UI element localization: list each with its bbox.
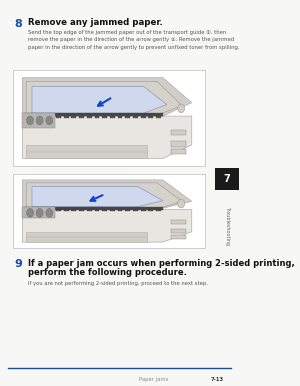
Bar bbox=[64, 116, 68, 119]
Circle shape bbox=[178, 104, 184, 113]
Text: Send the top edge of the jammed paper out of the transport guide ①, then: Send the top edge of the jammed paper ou… bbox=[28, 30, 226, 35]
Bar bbox=[25, 116, 30, 119]
Circle shape bbox=[27, 116, 34, 125]
Bar bbox=[48, 210, 53, 212]
Circle shape bbox=[27, 208, 34, 217]
Bar bbox=[79, 210, 84, 212]
Bar bbox=[148, 210, 153, 212]
Bar bbox=[133, 116, 138, 119]
Bar bbox=[71, 116, 76, 119]
Bar bbox=[33, 116, 38, 119]
Bar bbox=[215, 168, 238, 190]
Bar bbox=[56, 210, 61, 212]
Bar bbox=[87, 210, 92, 212]
Polygon shape bbox=[22, 116, 192, 158]
Text: Remove any jammed paper.: Remove any jammed paper. bbox=[28, 18, 163, 27]
Circle shape bbox=[46, 208, 53, 217]
Bar bbox=[13, 174, 205, 248]
Text: Troubleshooting: Troubleshooting bbox=[225, 207, 230, 245]
Bar bbox=[87, 116, 92, 119]
Bar bbox=[141, 116, 146, 119]
Polygon shape bbox=[26, 232, 148, 242]
Bar bbox=[125, 116, 130, 119]
Polygon shape bbox=[32, 186, 163, 207]
Polygon shape bbox=[26, 183, 182, 209]
Bar bbox=[171, 235, 186, 239]
Circle shape bbox=[36, 208, 43, 217]
Text: 7: 7 bbox=[223, 174, 230, 184]
Text: 8: 8 bbox=[14, 19, 22, 29]
Bar bbox=[102, 116, 107, 119]
Bar bbox=[79, 116, 84, 119]
Bar bbox=[110, 210, 115, 212]
Bar bbox=[118, 116, 122, 119]
Polygon shape bbox=[22, 210, 192, 242]
Bar bbox=[110, 116, 115, 119]
Bar bbox=[94, 116, 99, 119]
Bar bbox=[118, 210, 122, 212]
Polygon shape bbox=[22, 78, 192, 116]
Polygon shape bbox=[26, 81, 182, 115]
Bar bbox=[33, 210, 38, 212]
Bar bbox=[171, 130, 186, 135]
Bar bbox=[171, 220, 186, 224]
Bar bbox=[156, 210, 161, 212]
Bar bbox=[56, 116, 61, 119]
Bar bbox=[141, 210, 146, 212]
Bar bbox=[24, 207, 163, 210]
Text: paper in the direction of the arrow gently to prevent unfixed toner from spillin: paper in the direction of the arrow gent… bbox=[28, 45, 239, 50]
Circle shape bbox=[36, 116, 43, 125]
Bar bbox=[125, 210, 130, 212]
Bar bbox=[171, 229, 186, 233]
Bar bbox=[40, 210, 46, 212]
Bar bbox=[40, 116, 46, 119]
Bar bbox=[71, 210, 76, 212]
Bar bbox=[24, 113, 163, 116]
Polygon shape bbox=[32, 86, 167, 113]
Bar bbox=[25, 210, 30, 212]
Bar bbox=[102, 210, 107, 212]
Bar bbox=[48, 116, 53, 119]
Text: If you are not performing 2-sided printing, proceed to the next step.: If you are not performing 2-sided printi… bbox=[28, 281, 208, 286]
Bar bbox=[13, 70, 205, 166]
Polygon shape bbox=[22, 180, 192, 210]
Text: remove the paper in the direction of the arrow gently ②. Remove the jammed: remove the paper in the direction of the… bbox=[28, 37, 234, 42]
Circle shape bbox=[46, 116, 53, 125]
Bar bbox=[64, 210, 68, 212]
Polygon shape bbox=[26, 145, 148, 158]
Bar bbox=[133, 210, 138, 212]
Bar bbox=[94, 210, 99, 212]
Text: 7-13: 7-13 bbox=[211, 377, 224, 382]
Bar bbox=[156, 116, 161, 119]
Text: Paper Jams: Paper Jams bbox=[139, 377, 169, 382]
Polygon shape bbox=[22, 113, 55, 128]
Text: 9: 9 bbox=[14, 259, 22, 269]
Polygon shape bbox=[22, 207, 55, 218]
Circle shape bbox=[178, 199, 184, 208]
Bar bbox=[171, 141, 186, 147]
Bar bbox=[148, 116, 153, 119]
Text: perform the following procedure.: perform the following procedure. bbox=[28, 268, 187, 277]
Text: If a paper jam occurs when performing 2-sided printing,: If a paper jam occurs when performing 2-… bbox=[28, 259, 295, 268]
Bar bbox=[171, 149, 186, 154]
